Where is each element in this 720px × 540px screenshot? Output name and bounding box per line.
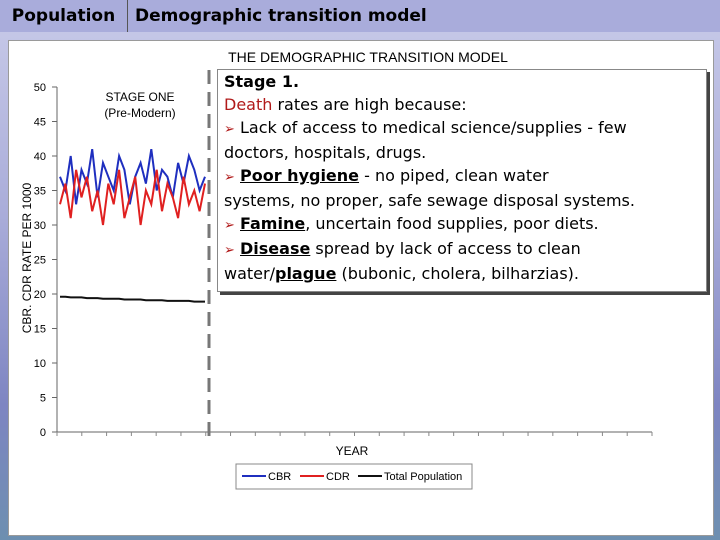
axes: 0 5 10 15 20 25 30 35 40 45 50 — [34, 70, 653, 440]
bullet-1: Lack of access to medical science/suppli… — [240, 118, 627, 137]
y-tick-label: 25 — [34, 255, 46, 267]
legend-label: CBR — [268, 471, 291, 483]
bullet-2: - no piped, clean water — [359, 166, 549, 185]
bullet-3: , uncertain food supplies, poor diets. — [305, 214, 599, 233]
bullet-2-cont: systems, no proper, safe sewage disposal… — [224, 191, 635, 210]
x-axis-label: YEAR — [336, 444, 369, 458]
death-keyword: Death — [224, 95, 273, 114]
legend-label: CDR — [326, 471, 350, 483]
bullet-1-cont: doctors, hospitals, drugs. — [224, 143, 427, 162]
stage-label: STAGE ONE — [105, 90, 174, 104]
legend: CBR CDR Total Population — [235, 463, 473, 490]
series-lines — [59, 148, 206, 303]
y-tick-label: 5 — [40, 393, 46, 405]
stage-sublabel: (Pre-Modern) — [104, 106, 175, 120]
bullet-4-cont-b: (bubonic, cholera, bilharzias). — [336, 264, 580, 283]
y-tick-label: 10 — [34, 358, 46, 370]
legend-label: Total Population — [384, 471, 462, 483]
y-tick-label: 0 — [40, 427, 46, 439]
series-line-total-population — [60, 295, 205, 303]
header-bar: Population Demographic transition model — [0, 0, 720, 32]
series-line-cdr — [59, 169, 206, 226]
tab-population[interactable]: Population — [0, 0, 128, 32]
y-tick-label: 30 — [34, 220, 46, 232]
stage-heading: Stage 1. — [224, 72, 300, 91]
chart-title: THE DEMOGRAPHIC TRANSITION MODEL — [228, 49, 508, 65]
y-tick-label: 50 — [34, 82, 46, 94]
legend-box — [235, 463, 473, 490]
y-tick-label: 45 — [34, 117, 46, 129]
bullet-2-key: Poor hygiene — [240, 166, 360, 185]
bullet-4-cont-key: plague — [274, 264, 337, 283]
y-tick-label: 20 — [34, 289, 46, 301]
y-tick-label: 35 — [34, 186, 46, 198]
bullet-arrow-icon: ➢ — [224, 170, 235, 185]
bullet-arrow-icon: ➢ — [224, 218, 235, 233]
y-tick-label: 15 — [34, 324, 46, 336]
bullet-arrow-icon: ➢ — [224, 122, 235, 137]
bullet-4: spread by lack of access to clean — [310, 239, 581, 258]
bullet-arrow-icon: ➢ — [224, 243, 235, 258]
bullet-3-key: Famine — [240, 214, 306, 233]
y-axis-label: CBR. CDR RATE PER 1000 — [20, 182, 34, 333]
y-tick-label: 40 — [34, 151, 46, 163]
bullet-4-cont-a: water/ — [224, 264, 275, 283]
stage-one-text-box: Stage 1. Death rates are high because: ➢… — [217, 69, 707, 292]
tab-demographic-transition-model[interactable]: Demographic transition model — [135, 6, 427, 26]
bullet-4-key: Disease — [240, 239, 311, 258]
death-text: rates are high because: — [272, 95, 467, 114]
